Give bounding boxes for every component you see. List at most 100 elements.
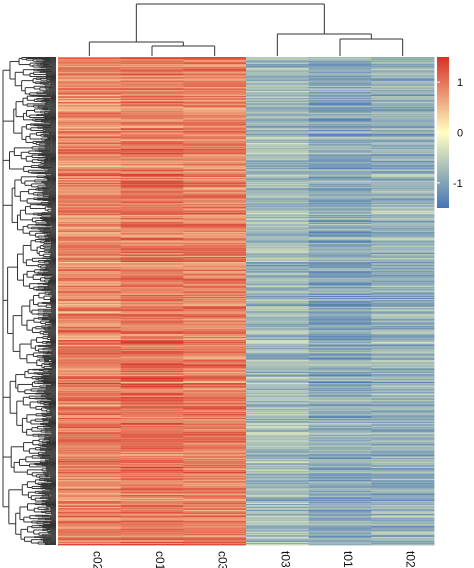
heatmap-cell	[308, 396, 372, 399]
heatmap-cell	[246, 405, 310, 407]
heatmap-cell	[308, 100, 372, 103]
heatmap-cell	[183, 139, 247, 142]
heatmap-cell	[246, 120, 310, 122]
heatmap-cell	[183, 433, 247, 436]
heatmap-cell	[58, 332, 122, 334]
heatmap-cell	[120, 80, 184, 82]
heatmap-cell	[120, 287, 184, 289]
heatmap-cell	[120, 402, 184, 404]
heatmap-cell	[371, 336, 435, 338]
heatmap-cell	[371, 445, 435, 447]
heatmap-cell	[308, 383, 372, 386]
heatmap-cell	[58, 276, 122, 278]
heatmap-cell	[371, 95, 435, 97]
heatmap-cell	[58, 165, 122, 167]
heatmap-cell	[120, 276, 184, 278]
heatmap-cell	[371, 208, 435, 210]
heatmap-cell	[120, 446, 184, 448]
heatmap-cell	[183, 424, 247, 427]
heatmap-cell	[120, 142, 184, 145]
heatmap-cell	[183, 86, 247, 88]
heatmap-cell	[120, 304, 184, 307]
heatmap-cell	[371, 353, 435, 356]
heatmap-cell	[308, 223, 372, 226]
heatmap-cell	[120, 260, 184, 263]
heatmap-cell	[58, 370, 122, 372]
heatmap-cell	[120, 167, 184, 169]
heatmap-cell	[371, 383, 435, 386]
heatmap-cell	[246, 227, 310, 230]
heatmap-cell	[308, 293, 372, 295]
heatmap-cell	[183, 405, 247, 407]
heatmap-cell	[246, 257, 310, 259]
heatmap-cell	[371, 351, 435, 354]
heatmap-cell	[120, 311, 184, 314]
heatmap-cell	[371, 345, 435, 348]
heatmap-cell	[120, 431, 184, 434]
heatmap-cell	[371, 260, 435, 263]
heatmap-cell	[308, 72, 372, 74]
heatmap-cell	[183, 375, 247, 377]
heatmap-cell	[246, 308, 310, 311]
heatmap-cell	[183, 347, 247, 350]
heatmap-cell	[371, 437, 435, 440]
heatmap-cell	[371, 329, 435, 331]
heatmap-cell	[58, 60, 122, 63]
heatmap-cell	[371, 403, 435, 405]
heatmap-cell	[308, 305, 372, 308]
heatmap-cell	[120, 174, 184, 176]
heatmap-cell	[371, 213, 435, 215]
heatmap-cell	[120, 319, 184, 321]
heatmap-cell	[371, 386, 435, 389]
heatmap-cell	[371, 137, 435, 139]
heatmap-cell	[246, 313, 310, 316]
heatmap-cell	[120, 63, 184, 66]
heatmap-cell	[58, 236, 122, 238]
heatmap-cell	[371, 427, 435, 430]
heatmap-cell	[246, 144, 310, 147]
heatmap-cell	[183, 228, 247, 231]
heatmap-cell	[246, 302, 310, 305]
heatmap-cell	[183, 302, 247, 305]
heatmap-cell	[246, 330, 310, 332]
heatmap-cell	[308, 85, 372, 87]
heatmap-cell	[371, 388, 435, 391]
heatmap-cell	[308, 406, 372, 408]
heatmap-cell	[371, 282, 435, 284]
heatmap-cell	[120, 359, 184, 361]
heatmap-cell	[246, 446, 310, 448]
heatmap-cell	[308, 335, 372, 337]
heatmap-cell	[58, 318, 122, 320]
heatmap-cell	[58, 353, 122, 356]
heatmap-cell	[246, 443, 310, 445]
heatmap-cell	[58, 174, 122, 176]
heatmap-cell	[246, 269, 310, 272]
heatmap-cell	[120, 69, 184, 72]
heatmap-cell	[308, 407, 372, 409]
heatmap-cell	[308, 285, 372, 287]
heatmap-cell	[183, 385, 247, 388]
heatmap-cell	[58, 238, 122, 240]
heatmap-cell	[183, 218, 247, 220]
heatmap-cell	[308, 125, 372, 127]
heatmap-cell	[183, 346, 247, 349]
heatmap-cell	[183, 345, 247, 348]
heatmap-cell	[371, 202, 435, 204]
heatmap-cell	[120, 163, 184, 165]
heatmap-cell	[308, 380, 372, 382]
heatmap-cell	[246, 353, 310, 356]
heatmap-cell	[371, 342, 435, 345]
heatmap-cell	[120, 138, 184, 140]
heatmap-cell	[308, 212, 372, 214]
heatmap-cell	[183, 355, 247, 358]
heatmap-cell	[371, 229, 435, 232]
heatmap-cell	[308, 372, 372, 374]
heatmap-cell	[120, 399, 184, 401]
heatmap-cell	[308, 228, 372, 231]
heatmap-cell	[246, 377, 310, 379]
heatmap-cell	[183, 156, 247, 158]
heatmap-cell	[183, 178, 247, 180]
heatmap-cell	[120, 134, 184, 136]
heatmap-cell	[246, 389, 310, 392]
heatmap-cell	[308, 97, 372, 99]
